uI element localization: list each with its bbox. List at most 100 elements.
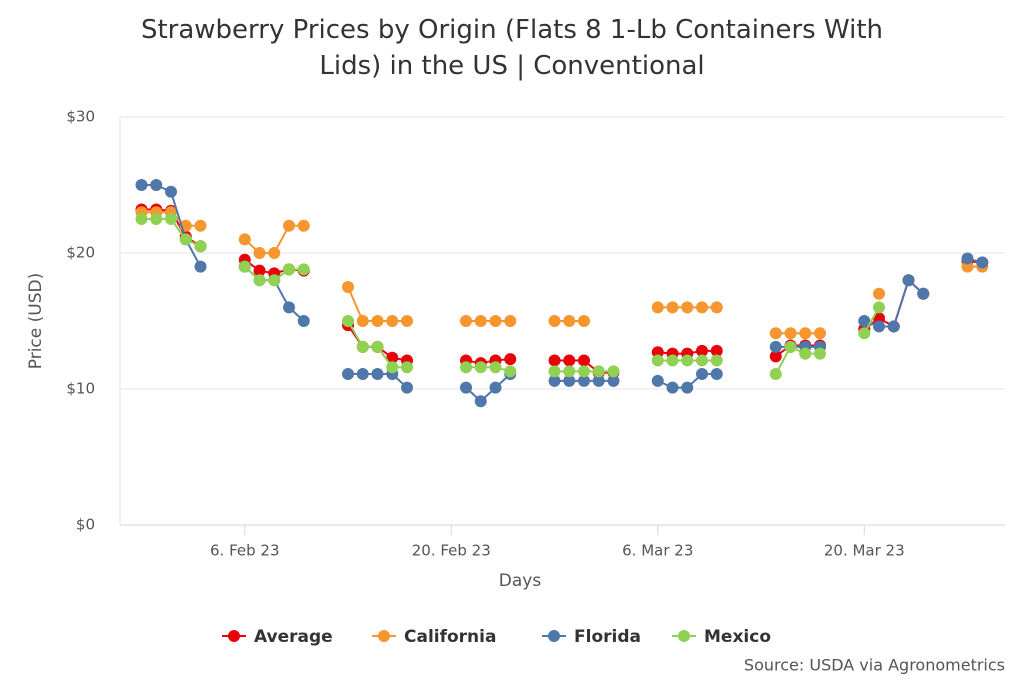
data-point bbox=[474, 395, 487, 408]
data-point bbox=[371, 340, 384, 353]
x-tick-label: 20. Feb 23 bbox=[412, 542, 491, 560]
x-axis-title: Days bbox=[499, 571, 542, 591]
data-point bbox=[371, 368, 384, 381]
data-point bbox=[504, 315, 517, 327]
data-point bbox=[342, 368, 355, 381]
y-tick-label: $30 bbox=[66, 108, 95, 126]
data-point bbox=[578, 315, 591, 327]
legend-item: Florida bbox=[542, 627, 641, 647]
data-point bbox=[194, 260, 207, 273]
data-point bbox=[873, 301, 886, 314]
y-axis-title: Price (USD) bbox=[26, 273, 46, 369]
data-point bbox=[681, 301, 694, 314]
x-tick-label: 20. Mar 23 bbox=[824, 542, 905, 560]
data-point bbox=[238, 233, 251, 246]
data-point bbox=[858, 327, 871, 340]
data-point bbox=[356, 340, 369, 353]
data-point bbox=[489, 315, 502, 327]
data-point bbox=[165, 185, 178, 198]
data-point bbox=[297, 263, 310, 276]
data-point bbox=[858, 315, 871, 327]
data-point bbox=[283, 219, 296, 232]
series-line bbox=[775, 344, 821, 358]
data-point bbox=[887, 320, 900, 333]
y-tick-label: $20 bbox=[66, 244, 95, 262]
data-point bbox=[961, 252, 974, 265]
legend-label: Mexico bbox=[704, 627, 771, 647]
data-point bbox=[696, 301, 709, 314]
data-point bbox=[135, 179, 148, 191]
data-point bbox=[253, 247, 266, 259]
data-point bbox=[401, 381, 414, 394]
data-point bbox=[769, 327, 782, 340]
data-point bbox=[179, 233, 192, 246]
data-point bbox=[474, 361, 487, 374]
data-point bbox=[710, 344, 723, 357]
data-point bbox=[666, 354, 679, 367]
data-point bbox=[253, 264, 266, 277]
data-point bbox=[268, 247, 281, 259]
data-point bbox=[401, 315, 414, 327]
data-point bbox=[342, 315, 355, 327]
data-point bbox=[651, 301, 664, 314]
data-point bbox=[297, 315, 310, 327]
data-point bbox=[710, 301, 723, 314]
data-point bbox=[769, 340, 782, 353]
data-point bbox=[917, 287, 930, 300]
data-point bbox=[460, 361, 473, 374]
data-point bbox=[696, 354, 709, 367]
series-line bbox=[466, 366, 511, 373]
y-tick-label: $0 bbox=[76, 516, 95, 534]
legend-marker bbox=[378, 630, 390, 642]
data-point bbox=[799, 347, 812, 360]
data-point bbox=[666, 301, 679, 314]
legend-item: Average bbox=[222, 627, 333, 647]
data-point bbox=[696, 368, 709, 381]
legend-item: California bbox=[372, 627, 496, 647]
data-point bbox=[150, 213, 163, 225]
data-point bbox=[563, 315, 576, 327]
data-point bbox=[976, 256, 989, 269]
legend-item: Mexico bbox=[672, 627, 771, 647]
data-point bbox=[460, 315, 473, 327]
data-point bbox=[681, 354, 694, 367]
data-point bbox=[769, 368, 782, 381]
data-point bbox=[386, 361, 399, 374]
data-point bbox=[386, 315, 399, 327]
data-point bbox=[474, 315, 487, 327]
data-point bbox=[268, 274, 281, 287]
data-point bbox=[150, 179, 163, 191]
data-point bbox=[135, 213, 148, 225]
chart-title: Strawberry Prices by Origin (Flats 8 1-L… bbox=[141, 15, 883, 81]
data-point bbox=[194, 219, 207, 232]
data-point bbox=[548, 374, 561, 387]
data-point bbox=[578, 374, 591, 387]
series-line bbox=[465, 373, 511, 403]
data-point bbox=[651, 354, 664, 367]
data-point bbox=[592, 365, 605, 378]
data-point bbox=[371, 315, 384, 327]
y-tick-label: $10 bbox=[66, 380, 95, 398]
legend-marker bbox=[678, 630, 690, 642]
data-point bbox=[504, 353, 517, 366]
data-point bbox=[194, 240, 207, 253]
data-point bbox=[548, 315, 561, 327]
data-point bbox=[460, 381, 473, 394]
data-point bbox=[607, 374, 620, 387]
data-point bbox=[873, 287, 886, 300]
data-point bbox=[548, 354, 561, 367]
data-point bbox=[297, 219, 310, 232]
data-point bbox=[799, 327, 812, 340]
data-point bbox=[165, 213, 178, 225]
data-point bbox=[873, 320, 886, 333]
data-point bbox=[563, 354, 576, 367]
source: Source: USDA via Agronometrics bbox=[744, 656, 1005, 675]
data-point bbox=[563, 374, 576, 387]
data-point bbox=[651, 374, 664, 387]
data-point bbox=[666, 381, 679, 394]
data-point bbox=[769, 350, 782, 363]
data-point bbox=[814, 347, 827, 360]
data-point bbox=[253, 274, 266, 287]
data-point bbox=[710, 368, 723, 381]
data-point bbox=[342, 281, 355, 293]
